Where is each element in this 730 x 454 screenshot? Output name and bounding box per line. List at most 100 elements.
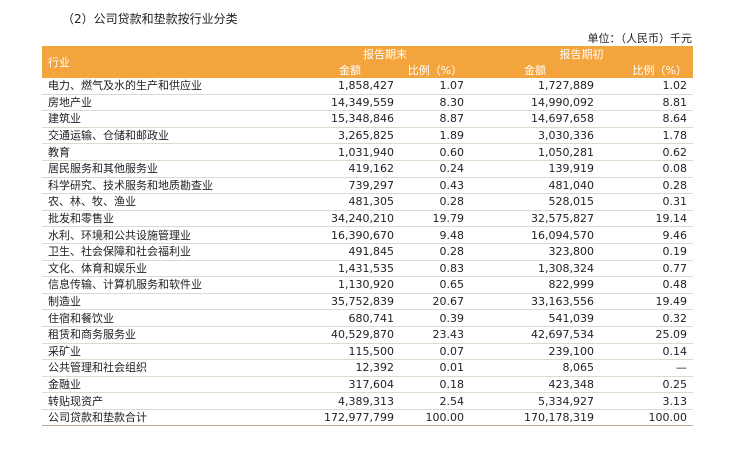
table-row: 科学研究、技术服务和地质勘查业 739,297 0.43 481,040 0.28 [42, 177, 693, 195]
ratio-cell: 1.02 [600, 78, 693, 95]
amount-cell: 1,130,920 [300, 276, 400, 294]
industry-cell: 科学研究、技术服务和地质勘查业 [42, 177, 300, 195]
table-row: 房地产业 14,349,559 8.30 14,990,092 8.81 [42, 94, 693, 112]
ratio-cell: 0.32 [600, 309, 693, 327]
amount-cell: 528,015 [470, 193, 600, 211]
amount-cell: 491,845 [300, 243, 400, 261]
amount-cell: 1,727,889 [470, 78, 600, 95]
ratio-cell: 1.07 [400, 78, 470, 95]
amount-cell: 14,990,092 [470, 94, 600, 112]
industry-loan-table: 行业 报告期末 报告期初 金额 比例（%） 金额 比例（%） 电力、燃气及水的生… [42, 46, 693, 427]
amount-cell: 5,334,927 [470, 392, 600, 410]
amount-cell: 1,050,281 [470, 143, 600, 161]
amount-cell: 16,094,570 [470, 226, 600, 244]
ratio-cell: 19.79 [400, 210, 470, 228]
industry-cell: 房地产业 [42, 94, 300, 112]
header-ratio: 比例（%） [600, 62, 693, 78]
amount-cell: 4,389,313 [300, 392, 400, 410]
industry-cell: 制造业 [42, 293, 300, 311]
table-row: 卫生、社会保障和社会福利业 491,845 0.28 323,800 0.19 [42, 243, 693, 261]
ratio-cell: 0.25 [600, 376, 693, 394]
ratio-cell: 0.08 [600, 160, 693, 178]
table-row: 文化、体育和娱乐业 1,431,535 0.83 1,308,324 0.77 [42, 260, 693, 278]
table-row: 金融业 317,604 0.18 423,348 0.25 [42, 376, 693, 394]
table-row: 农、林、牧、渔业 481,305 0.28 528,015 0.31 [42, 193, 693, 211]
amount-cell: 239,100 [470, 343, 600, 361]
industry-cell: 信息传输、计算机服务和软件业 [42, 276, 300, 294]
amount-cell: 32,575,827 [470, 210, 600, 228]
amount-cell: 481,305 [300, 193, 400, 211]
amount-cell: 16,390,670 [300, 226, 400, 244]
amount-cell: 541,039 [470, 309, 600, 327]
industry-cell: 转贴现资产 [42, 392, 300, 410]
amount-cell: 1,031,940 [300, 143, 400, 161]
unit-note: 单位：（人民币）千元 [587, 32, 693, 45]
header-amount: 金额 [470, 62, 600, 78]
amount-cell: 423,348 [470, 376, 600, 394]
industry-cell: 采矿业 [42, 343, 300, 361]
table-row: 信息传输、计算机服务和软件业 1,130,920 0.65 822,999 0.48 [42, 276, 693, 294]
amount-cell: 3,265,825 [300, 127, 400, 145]
ratio-cell: 0.83 [400, 260, 470, 278]
table-row: 居民服务和其他服务业 419,162 0.24 139,919 0.08 [42, 160, 693, 178]
ratio-cell: 0.14 [600, 343, 693, 361]
industry-cell: 水利、环境和公共设施管理业 [42, 226, 300, 244]
ratio-cell: 8.30 [400, 94, 470, 112]
header-period-start: 报告期初 [470, 46, 693, 62]
table-body: 电力、燃气及水的生产和供应业 1,858,427 1.07 1,727,889 1.02… [42, 78, 693, 427]
industry-cell: 文化、体育和娱乐业 [42, 260, 300, 278]
ratio-cell: 0.62 [600, 143, 693, 161]
ratio-cell: 0.39 [400, 309, 470, 327]
header-industry: 行业 [42, 46, 300, 78]
table-row: 公司贷款和垫款合计 172,977,799 100.00 170,178,319 100… [42, 409, 693, 427]
amount-cell: 33,163,556 [470, 293, 600, 311]
table-row: 教育 1,031,940 0.60 1,050,281 0.62 [42, 143, 693, 161]
ratio-cell: 0.28 [400, 243, 470, 261]
amount-cell: 1,858,427 [300, 78, 400, 95]
amount-cell: 14,697,658 [470, 110, 600, 128]
ratio-cell: 9.46 [600, 226, 693, 244]
table-row: 水利、环境和公共设施管理业 16,390,670 9.48 16,094,570 9.4… [42, 226, 693, 244]
amount-cell: 3,030,336 [470, 127, 600, 145]
ratio-cell: 19.49 [600, 293, 693, 311]
amount-cell: 680,741 [300, 309, 400, 327]
table-row: 制造业 35,752,839 20.67 33,163,556 19.49 [42, 293, 693, 311]
amount-cell: 739,297 [300, 177, 400, 195]
ratio-cell: 100.00 [600, 409, 693, 427]
industry-cell: 公共管理和社会组织 [42, 359, 300, 377]
industry-cell: 卫生、社会保障和社会福利业 [42, 243, 300, 261]
ratio-cell: 1.89 [400, 127, 470, 145]
amount-cell: 1,431,535 [300, 260, 400, 278]
ratio-cell: — [600, 359, 693, 377]
ratio-cell: 0.24 [400, 160, 470, 178]
table-row: 转贴现资产 4,389,313 2.54 5,334,927 3.13 [42, 392, 693, 410]
amount-cell: 42,697,534 [470, 326, 600, 344]
industry-cell: 租赁和商务服务业 [42, 326, 300, 344]
table-row: 住宿和餐饮业 680,741 0.39 541,039 0.32 [42, 309, 693, 327]
amount-cell: 35,752,839 [300, 293, 400, 311]
ratio-cell: 23.43 [400, 326, 470, 344]
ratio-cell: 0.07 [400, 343, 470, 361]
section-title: （2）公司贷款和垫款按行业分类 [62, 12, 238, 26]
ratio-cell: 0.01 [400, 359, 470, 377]
ratio-cell: 8.81 [600, 94, 693, 112]
ratio-cell: 1.78 [600, 127, 693, 145]
amount-cell: 481,040 [470, 177, 600, 195]
ratio-cell: 19.14 [600, 210, 693, 228]
ratio-cell: 0.28 [400, 193, 470, 211]
ratio-cell: 3.13 [600, 392, 693, 410]
table-row: 公共管理和社会组织 12,392 0.01 8,065— [42, 359, 693, 377]
header-amount: 金额 [300, 62, 400, 78]
amount-cell: 1,308,324 [470, 260, 600, 278]
amount-cell: 12,392 [300, 359, 400, 377]
industry-cell: 居民服务和其他服务业 [42, 160, 300, 178]
ratio-cell: 8.64 [600, 110, 693, 128]
table-row: 采矿业 115,500 0.07 239,100 0.14 [42, 343, 693, 361]
ratio-cell: 0.77 [600, 260, 693, 278]
amount-cell: 40,529,870 [300, 326, 400, 344]
ratio-cell: 0.31 [600, 193, 693, 211]
ratio-cell: 9.48 [400, 226, 470, 244]
ratio-cell: 0.28 [600, 177, 693, 195]
ratio-cell: 100.00 [400, 409, 470, 427]
